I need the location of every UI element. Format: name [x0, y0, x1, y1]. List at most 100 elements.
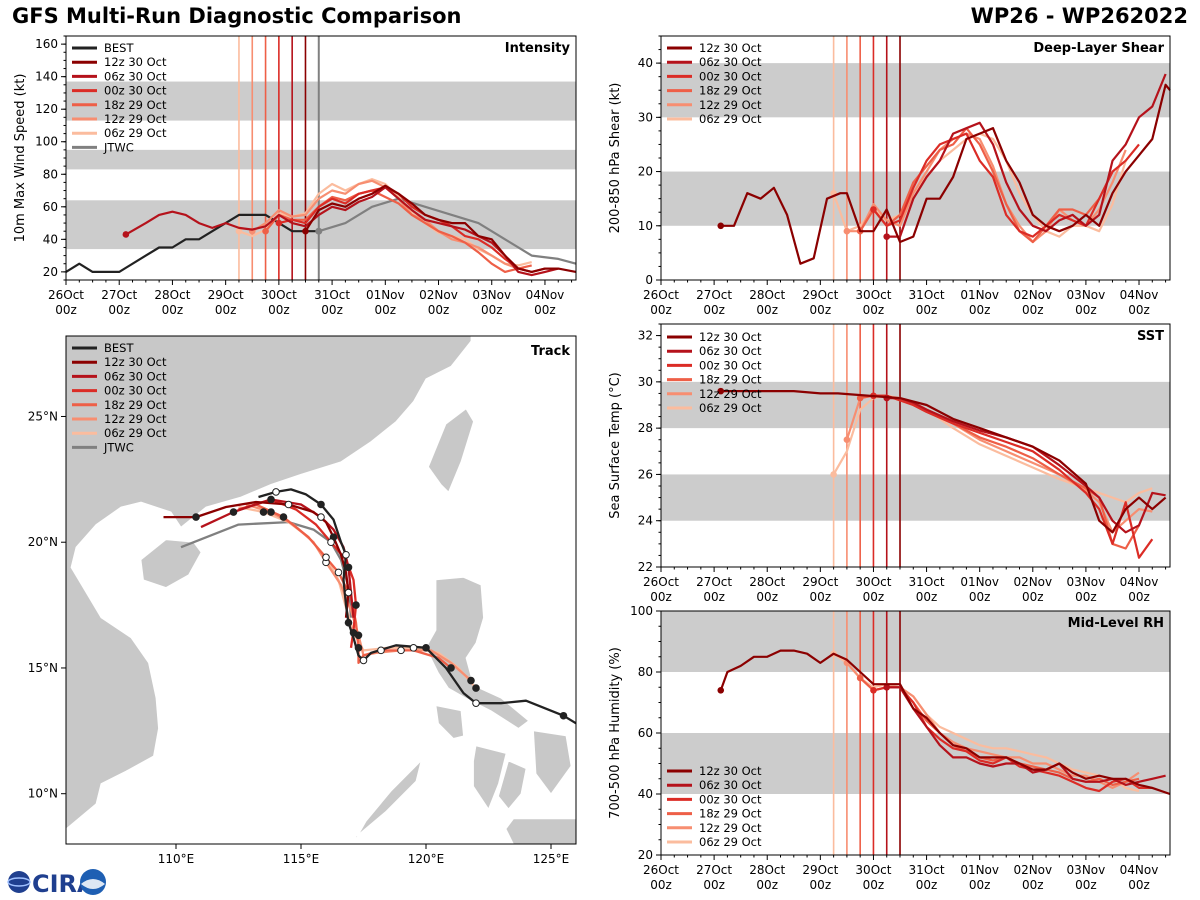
legend-entry: 06z 30 Oct [104, 69, 167, 83]
legend-entry: 12z 29 Oct [699, 387, 762, 401]
track-point [559, 711, 568, 720]
y-axis-label: 10m Max Wind Speed (kt) [13, 74, 28, 243]
x-tick-label: 00z [810, 878, 832, 892]
x-tick-label: 04Nov [1120, 288, 1159, 302]
x-tick-label: 02Nov [419, 288, 458, 302]
series-start-point [856, 394, 864, 402]
landmass-hainan [140, 539, 202, 588]
x-tick-label: 00z [1128, 303, 1150, 317]
sst-chart: 22242628303226Oct00z27Oct00z28Oct00z29Oc… [608, 323, 1171, 604]
lat-tick-label: 25°N [28, 409, 58, 423]
legend-entry: 18z 29 Oct [104, 98, 167, 112]
globe-icon [8, 871, 30, 893]
series-start-point [830, 471, 837, 478]
y-tick-label: 30 [638, 375, 653, 389]
track-point [317, 513, 325, 521]
lat-tick-label: 10°N [28, 787, 58, 801]
lon-tick-label: 115°E [283, 852, 320, 866]
x-tick-label: 00z [703, 303, 725, 317]
plot-area: 01020304026Oct00z27Oct00z28Oct00z29Oct00… [608, 35, 1171, 317]
lon-tick-label: 120°E [408, 852, 445, 866]
x-tick-label: 01Nov [960, 863, 999, 877]
legend-entry: 00z 30 Oct [699, 792, 762, 806]
track-point [447, 664, 455, 672]
y-tick-label: 26 [638, 467, 653, 481]
legend-entry: 06z 30 Oct [699, 55, 762, 69]
y-tick-label: 60 [638, 726, 653, 740]
y-axis-label: 200-850 hPa Shear (kt) [608, 83, 623, 234]
x-tick-label: 30Oct [855, 575, 891, 589]
series-start-point [717, 387, 725, 395]
x-tick-label: 28Oct [749, 288, 785, 302]
track-point [349, 628, 358, 637]
legend-entry: 06z 30 Oct [104, 369, 167, 383]
x-tick-label: 28Oct [749, 863, 785, 877]
series-start-point [275, 219, 283, 227]
y-tick-label: 40 [638, 787, 653, 801]
x-tick-label: 00z [916, 590, 938, 604]
series-start-point [843, 227, 851, 235]
y-axis-label: 700-500 hPa Humidity (%) [608, 647, 623, 819]
x-tick-label: 00z [1022, 303, 1044, 317]
lon-tick-label: 110°E [158, 852, 195, 866]
x-tick-label: 00z [1075, 303, 1097, 317]
x-tick-label: 27Oct [101, 288, 137, 302]
x-tick-label: 00z [108, 303, 130, 317]
track-point [259, 508, 268, 516]
legend-entry: 12z 29 Oct [699, 98, 762, 112]
y-tick-label: 10 [638, 219, 653, 233]
x-tick-label: 01Nov [960, 288, 999, 302]
track-point [344, 588, 353, 597]
x-tick-label: 00z [650, 303, 672, 317]
legend-entry: 00z 30 Oct [104, 84, 167, 98]
series-start-point [843, 436, 851, 444]
x-tick-label: 04Nov [526, 288, 565, 302]
legend-entry: 12z 30 Oct [699, 330, 762, 344]
legend-entry: 12z 30 Oct [104, 55, 167, 69]
series-line [304, 184, 577, 273]
cira-logo: CIRA [7, 869, 106, 898]
x-tick-label: 30Oct [261, 288, 297, 302]
x-tick-label: 29Oct [802, 288, 838, 302]
shaded-band [661, 733, 1170, 794]
x-tick-label: 02Nov [1013, 288, 1052, 302]
legend-entry: 18z 29 Oct [104, 398, 167, 412]
track-point [317, 500, 325, 509]
legend-entry: 12z 29 Oct [104, 112, 167, 126]
x-tick-label: 26Oct [643, 575, 679, 589]
x-tick-label: 00z [481, 303, 503, 317]
legend-entry: 00z 30 Oct [104, 384, 167, 398]
y-tick-label: 24 [638, 514, 653, 528]
legend-entry: 00z 30 Oct [699, 69, 762, 83]
y-tick-label: 30 [638, 110, 653, 124]
legend-entry: 06z 29 Oct [699, 401, 762, 415]
series-start-point [302, 227, 309, 235]
track-point [467, 676, 475, 685]
x-tick-label: 26Oct [643, 288, 679, 302]
x-tick-label: 02Nov [1013, 575, 1052, 589]
x-tick-label: 00z [756, 878, 778, 892]
series-line [264, 189, 532, 273]
x-tick-label: 04Nov [1120, 863, 1159, 877]
series-start-point [870, 687, 877, 694]
series-line [125, 186, 559, 277]
legend-entry: 06z 30 Oct [699, 778, 762, 792]
panel-title: Intensity [505, 41, 571, 56]
x-tick-label: 00z [756, 303, 778, 317]
legend-entry: BEST [104, 41, 134, 55]
x-tick-label: 03Nov [472, 288, 511, 302]
track-point [272, 488, 280, 496]
y-tick-label: 22 [638, 560, 653, 574]
series-start-point [717, 222, 725, 230]
x-tick-label: 30Oct [855, 863, 891, 877]
x-tick-label: 00z [863, 878, 885, 892]
x-tick-label: 26Oct [48, 288, 84, 302]
y-tick-label: 28 [638, 421, 653, 435]
x-tick-label: 01Nov [366, 288, 405, 302]
tracks [163, 488, 576, 725]
track-point [354, 644, 363, 652]
x-tick-label: 00z [375, 303, 397, 317]
track-point [342, 550, 350, 559]
y-tick-label: 80 [638, 665, 653, 679]
legend-entry: 18z 29 Oct [699, 373, 762, 387]
